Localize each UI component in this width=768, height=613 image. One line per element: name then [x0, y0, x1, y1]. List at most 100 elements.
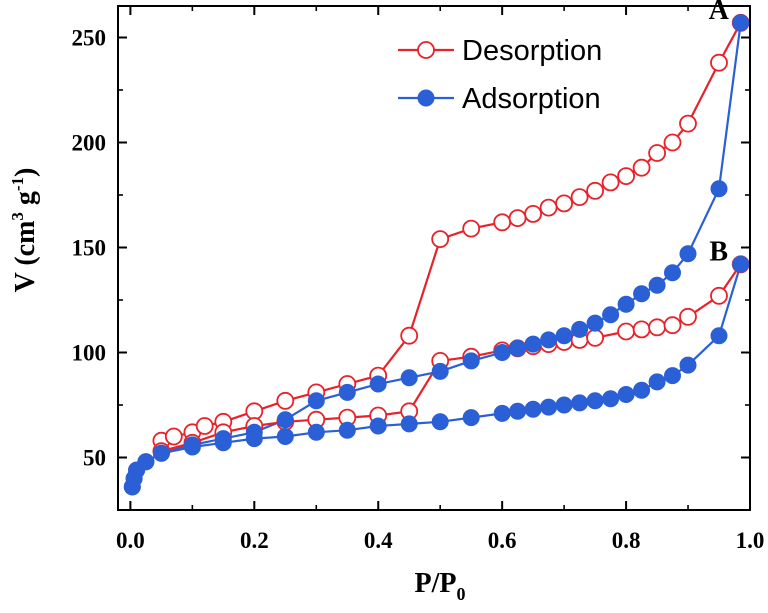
data-point-s3-10: [338, 421, 356, 439]
plot-area: [123, 13, 750, 496]
data-point-s3-16: [509, 402, 527, 420]
data-point-s1-11: [369, 375, 387, 393]
data-point-s2-23: [710, 286, 728, 305]
y-tick-label: 150: [72, 236, 107, 261]
data-point-s3-7: [245, 430, 263, 448]
x-tick-label: 0.2: [240, 528, 269, 553]
data-point-s3-21: [586, 392, 604, 410]
x-axis-title: P/P0: [415, 568, 466, 604]
data-point-s3-26: [664, 367, 681, 385]
legend: Desorption Adsorption: [398, 35, 602, 115]
data-point-s1-22: [602, 306, 620, 324]
plot-frame: [117, 5, 751, 511]
curve-label-b: B: [709, 236, 728, 267]
data-point-s1-12: [400, 369, 418, 387]
data-point-s1-29: [732, 14, 750, 32]
data-point-s3-17: [524, 400, 542, 418]
point-labels: AB: [709, 0, 730, 267]
data-point-s2-21: [663, 316, 682, 335]
data-point-s0-20: [601, 173, 620, 192]
data-point-s1-19: [555, 327, 573, 345]
data-point-s1-18: [540, 331, 558, 349]
data-point-s3-15: [493, 404, 511, 422]
data-point-s3-20: [571, 394, 589, 412]
data-point-s0-5: [245, 402, 264, 421]
y-axis-title: V (cm3 g-1): [8, 168, 41, 293]
x-tick-label: 0.0: [116, 528, 145, 553]
data-point-s1-28: [710, 180, 728, 198]
legend-adsorption-marker: [417, 89, 435, 107]
data-point-s2-20: [648, 318, 666, 337]
y-tick-label: 200: [72, 131, 107, 156]
data-point-s3-6: [214, 434, 232, 452]
legend-desorption-marker: [417, 41, 435, 59]
data-point-s1-17: [524, 335, 542, 353]
data-point-s3-14: [462, 409, 480, 427]
data-point-s0-19: [586, 181, 604, 200]
data-point-s3-13: [431, 413, 449, 431]
x-tick-label: 1.0: [736, 528, 765, 553]
data-point-s3-12: [400, 415, 418, 433]
data-point-s3-22: [602, 390, 620, 408]
data-point-s1-13: [431, 362, 449, 380]
data-point-s3-4: [152, 444, 170, 462]
data-point-s3-29: [732, 255, 750, 273]
data-point-s0-12: [462, 219, 481, 238]
y-tick-label: 100: [72, 341, 107, 366]
data-point-s3-3: [137, 453, 155, 471]
data-point-s2-18: [617, 322, 635, 341]
data-point-s0-10: [400, 326, 419, 345]
legend-desorption-label: Desorption: [462, 35, 602, 67]
data-point-s0-13: [493, 213, 512, 232]
x-tick-label: 0.4: [364, 528, 393, 553]
data-point-s1-14: [462, 352, 480, 370]
data-point-s3-28: [710, 327, 728, 345]
data-point-s1-15: [493, 344, 511, 361]
data-point-s0-18: [570, 188, 589, 207]
data-point-s3-19: [555, 396, 573, 414]
data-point-s0-14: [508, 209, 527, 228]
data-point-s2-22: [679, 307, 697, 326]
data-point-s1-10: [338, 383, 356, 401]
data-point-s0-22: [632, 158, 651, 177]
data-point-s0-26: [710, 53, 728, 72]
y-tick-label: 50: [83, 446, 106, 471]
data-point-s0-16: [539, 198, 558, 217]
data-point-s0-24: [663, 133, 682, 152]
data-point-s3-27: [679, 356, 697, 374]
x-tick-label: 0.8: [612, 528, 641, 553]
data-point-s1-26: [664, 264, 681, 282]
data-point-s3-8: [276, 428, 294, 445]
data-point-s3-24: [633, 381, 651, 399]
data-point-s3-18: [540, 398, 558, 416]
data-point-s1-21: [586, 314, 604, 332]
data-point-s1-25: [648, 276, 666, 294]
y-tick-label: 250: [72, 26, 107, 51]
legend-adsorption-label: Adsorption: [462, 83, 601, 115]
data-point-s3-23: [617, 386, 635, 403]
data-point-s1-23: [617, 295, 635, 313]
data-point-s0-15: [524, 204, 542, 223]
data-point-s1-24: [633, 285, 651, 303]
data-point-s0-3: [195, 417, 214, 435]
axes: 0.0 0.2 0.4 0.6 0.8 1.0 50 100 150 200 250: [72, 5, 765, 553]
data-point-s3-9: [307, 423, 325, 441]
data-point-s1-9: [307, 392, 325, 410]
data-point-s0-6: [276, 391, 295, 410]
data-point-s0-17: [555, 194, 573, 213]
data-point-s0-25: [679, 114, 697, 133]
data-point-s2-19: [632, 320, 651, 339]
data-point-s0-21: [617, 167, 635, 186]
data-point-s3-11: [369, 417, 387, 435]
data-point-s1-20: [571, 320, 589, 338]
data-point-s0-23: [648, 144, 666, 162]
curve-label-a: A: [709, 0, 730, 26]
data-point-s3-25: [648, 373, 666, 391]
data-point-s0-1: [164, 427, 183, 446]
data-point-s2-17: [586, 328, 604, 347]
data-point-s0-11: [431, 230, 450, 249]
data-point-s3-5: [183, 438, 201, 456]
data-point-s1-16: [509, 339, 527, 357]
x-tick-label: 0.6: [488, 528, 517, 553]
